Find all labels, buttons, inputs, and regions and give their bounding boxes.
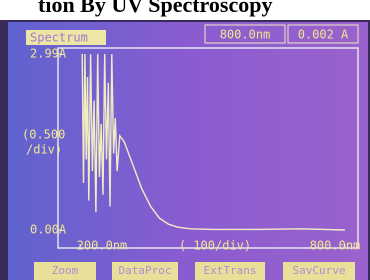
screenshot: tion By UV Spectroscopy Spectrum 800.0nm… bbox=[0, 0, 370, 280]
x-scale: ( 100/div) bbox=[179, 239, 251, 253]
button-label[interactable]: SavCurve bbox=[293, 264, 346, 277]
button-label[interactable]: ExtTrans bbox=[204, 264, 257, 277]
x-tick-label: 800.0nm bbox=[310, 239, 361, 253]
wavelength: 800.0nm bbox=[220, 28, 271, 42]
mode-label: Spectrum bbox=[30, 31, 88, 45]
page-title: tion By UV Spectroscopy bbox=[38, 0, 272, 17]
button-label[interactable]: Zoom bbox=[52, 264, 79, 277]
y-scale: (0.500 bbox=[22, 128, 65, 142]
x-tick-label: 200.0nm bbox=[77, 239, 128, 253]
absorbance: 0.002 A bbox=[298, 28, 349, 42]
button-label[interactable]: DataProc bbox=[119, 264, 172, 277]
y-scale: /div) bbox=[26, 143, 62, 157]
